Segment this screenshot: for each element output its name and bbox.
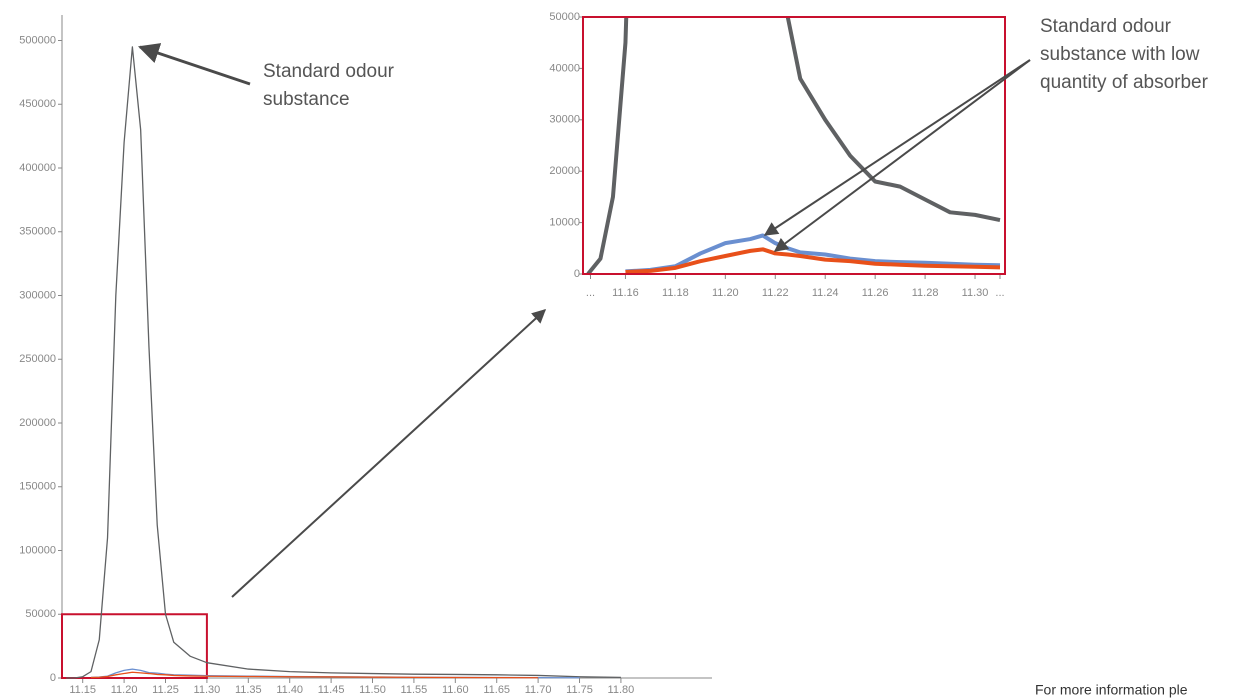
x-tick-label: 11.28 — [912, 287, 939, 299]
y-tick-label: 400000 — [19, 162, 56, 174]
x-tick-label: 11.25 — [152, 684, 179, 696]
x-tick-label: 11.70 — [525, 684, 552, 696]
y-tick-label: 0 — [50, 672, 56, 684]
x-tick-label: 11.35 — [235, 684, 262, 696]
x-tick-label: 11.55 — [401, 684, 428, 696]
y-tick-label: 50000 — [25, 608, 56, 620]
plot-area — [586, 17, 1001, 276]
x-tick-label: 11.75 — [566, 684, 593, 696]
y-tick-label: 30000 — [549, 114, 580, 126]
zoom-frame — [582, 16, 1006, 275]
x-tick-label: 11.30 — [962, 287, 989, 299]
x-tick-label: 11.20 — [111, 684, 138, 696]
series-line — [586, 17, 1001, 276]
plot-area — [66, 46, 621, 679]
footer: For more information ple — [1035, 682, 1188, 698]
annotation: Standard odour — [263, 61, 395, 82]
x-tick-label: 11.26 — [862, 287, 889, 299]
series-line — [625, 233, 1001, 274]
annotation: quantity of absorber — [1040, 72, 1209, 93]
y-tick-label: 150000 — [19, 481, 56, 493]
x-tick-label: 11.22 — [762, 287, 789, 299]
x-tick-label: ... — [586, 287, 595, 299]
x-tick-label: 11.65 — [483, 684, 510, 696]
y-tick-label: 0 — [574, 268, 580, 280]
y-tick-label: 350000 — [19, 226, 56, 238]
y-tick-label: 300000 — [19, 289, 56, 301]
x-tick-label: 11.24 — [812, 287, 839, 299]
zoom-chart: 0 10000 20000 30000 40000 50000... 11.16 11.18 1… — [549, 11, 1005, 299]
series-line — [66, 46, 621, 679]
x-tick-label: 11.50 — [359, 684, 386, 696]
annotation: Standard odour — [1040, 16, 1172, 37]
annotation-arrow — [763, 59, 1031, 236]
y-tick-label: 40000 — [549, 62, 580, 74]
annotation-arrow — [138, 43, 251, 86]
x-tick-label: 11.16 — [612, 287, 639, 299]
y-tick-label: 10000 — [549, 217, 580, 229]
x-tick-label: 11.20 — [712, 287, 739, 299]
series-line — [625, 247, 1001, 274]
y-tick-label: 50000 — [549, 11, 580, 23]
x-tick-label: 11.18 — [662, 287, 689, 299]
x-tick-label: 11.15 — [69, 684, 96, 696]
y-tick-label: 20000 — [549, 165, 580, 177]
zoom-region — [61, 613, 208, 679]
x-tick-label: 11.60 — [442, 684, 469, 696]
y-tick-label: 450000 — [19, 98, 56, 110]
y-tick-label: 200000 — [19, 417, 56, 429]
series-line — [90, 671, 539, 679]
x-tick-label: ... — [995, 287, 1004, 299]
y-tick-label: 100000 — [19, 544, 56, 556]
annotation-arrow — [773, 59, 1031, 252]
y-tick-label: 250000 — [19, 353, 56, 365]
x-tick-label: 11.40 — [276, 684, 303, 696]
x-tick-label: 11.30 — [194, 684, 221, 696]
main-chart: 0500001000001500002000002500003000003500… — [19, 15, 712, 696]
zoom-arrow — [231, 309, 547, 598]
x-tick-label: 11.80 — [608, 684, 635, 696]
annotation: substance — [263, 89, 350, 110]
annotation: substance with low — [1040, 44, 1200, 65]
x-tick-label: 11.45 — [318, 684, 345, 696]
y-tick-label: 500000 — [19, 34, 56, 46]
